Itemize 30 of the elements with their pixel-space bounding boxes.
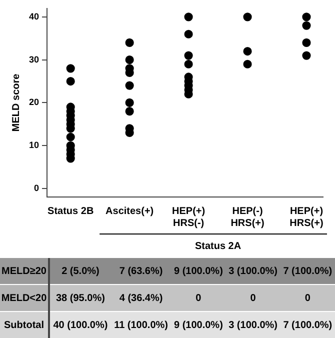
- text: Status 2A: [194, 240, 242, 252]
- y-axis-title: MELD score: [10, 73, 22, 132]
- y-tick-label: 40: [28, 11, 40, 22]
- y-tick-label: 0: [34, 182, 40, 193]
- text: MELD≥20: [0, 258, 49, 284]
- text: 38 (95.0%): [49, 284, 111, 312]
- text: 2 (5.0%): [49, 258, 111, 284]
- x-tick-label: Status 2B: [48, 206, 94, 217]
- text: 7 (100.0%): [280, 258, 335, 284]
- y-tick-label: 20: [28, 97, 40, 108]
- text: 4 (36.4%): [110, 284, 172, 312]
- text: 40 (100.0%): [49, 312, 111, 338]
- text: 0: [171, 284, 226, 312]
- text: 9 (100.0%): [171, 312, 226, 338]
- y-tick-label: 10: [28, 140, 40, 150]
- text: MELD<20: [0, 284, 49, 312]
- text: 7 (100.0%): [280, 312, 335, 338]
- x-tick-label: HEP(+) HRS(+): [290, 206, 324, 229]
- x-tick-label: Ascites(+): [106, 206, 154, 217]
- text: 0: [226, 284, 280, 312]
- text: 0: [280, 284, 335, 312]
- text: 11 (100.0%): [110, 312, 172, 338]
- x-tick-label: HEP(-) HRS(+): [230, 206, 264, 229]
- text: 3 (100.0%): [226, 258, 280, 284]
- text: 3 (100.0%): [226, 312, 280, 338]
- x-tick-label: HEP(+) HRS(-): [172, 206, 206, 229]
- y-tick-label: 30: [28, 54, 40, 64]
- text: Subtotal: [0, 312, 49, 338]
- text: 9 (100.0%): [171, 258, 226, 284]
- text: 7 (63.6%): [110, 258, 172, 284]
